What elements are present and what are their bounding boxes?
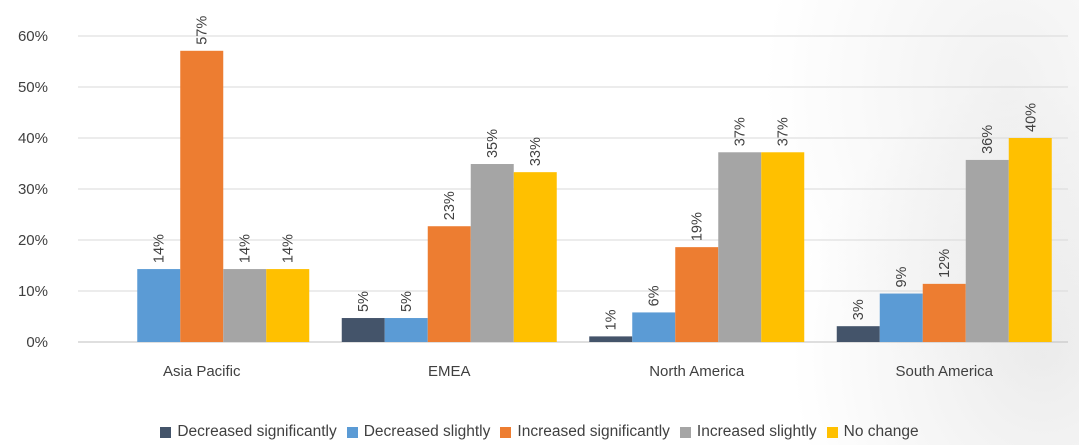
bar-increased-significantly-south-america (922, 283, 966, 342)
legend-item: Decreased slightly (346, 423, 491, 441)
bar-increased-slightly-emea (470, 164, 514, 342)
y-tick-label: 0% (26, 334, 48, 351)
bar-chart: 0% 10% 20% 30% 40% 50% 60% 14% 57% 14% 14% Asia Pac… (18, 16, 1068, 380)
data-label: 5% (399, 291, 415, 312)
bar-decreased-slightly-emea (384, 318, 428, 342)
y-tick-label: 50% (18, 79, 48, 96)
bar-decreased-significantly-emea (341, 318, 385, 342)
data-label: 14% (281, 234, 297, 263)
chart-legend: Decreased significantly Decreased slightl… (0, 420, 1079, 444)
data-label: 35% (485, 129, 501, 158)
legend-item: Decreased significantly (160, 423, 337, 441)
bar-increased-slightly-north-america (718, 152, 762, 342)
legend-swatch (160, 426, 172, 438)
category-label: South America (895, 363, 993, 380)
bar-increased-significantly-emea (427, 226, 471, 342)
category-label: Asia Pacific (163, 363, 241, 380)
bar-no-change-asia-pacific (266, 269, 310, 342)
bar-no-change-north-america (761, 152, 805, 342)
legend-label: Decreased significantly (177, 423, 337, 440)
data-label: 40% (1023, 103, 1039, 132)
y-tick-label: 20% (18, 232, 48, 249)
data-label: 12% (937, 249, 953, 278)
y-tick-label: 30% (18, 181, 48, 198)
y-tick-label: 10% (18, 283, 48, 300)
bar-no-change-south-america (1008, 138, 1052, 342)
legend-label: No change (843, 423, 919, 440)
legend-swatch (500, 426, 512, 438)
legend-label: Increased significantly (517, 423, 670, 440)
legend-item: No change (826, 423, 919, 441)
y-tick-label: 60% (18, 28, 48, 45)
data-label: 14% (238, 234, 254, 263)
data-label: 1% (604, 309, 620, 330)
data-label: 6% (647, 285, 663, 306)
category-label: EMEA (428, 363, 471, 380)
bar-decreased-significantly-south-america (836, 326, 880, 342)
legend-label: Increased slightly (696, 423, 817, 440)
data-label: 5% (356, 291, 372, 312)
legend-label: Decreased slightly (363, 423, 491, 440)
bar-increased-slightly-south-america (965, 159, 1009, 342)
data-label: 19% (690, 212, 706, 241)
data-label: 37% (776, 117, 792, 146)
data-label: 14% (152, 234, 168, 263)
data-label: 37% (733, 117, 749, 146)
bar-increased-significantly-asia-pacific (180, 50, 224, 342)
data-label: 36% (980, 125, 996, 154)
legend-swatch (346, 426, 358, 438)
y-tick-label: 40% (18, 130, 48, 147)
bar-decreased-slightly-north-america (632, 312, 676, 342)
data-label: 23% (442, 191, 458, 220)
bar-increased-slightly-asia-pacific (223, 269, 267, 342)
category-label: North America (649, 363, 745, 380)
data-label: 33% (528, 137, 544, 166)
data-label: 3% (851, 299, 867, 320)
bar-decreased-slightly-south-america (879, 293, 923, 342)
bar-decreased-slightly-asia-pacific (137, 269, 181, 342)
bar-decreased-significantly-north-america (589, 336, 633, 342)
bar-increased-significantly-north-america (675, 247, 719, 342)
legend-swatch (679, 426, 691, 438)
data-label: 9% (894, 266, 910, 287)
bar-no-change-emea (513, 172, 557, 342)
data-label: 57% (195, 16, 211, 45)
legend-item: Increased significantly (500, 423, 670, 441)
legend-swatch (826, 426, 838, 438)
legend-item: Increased slightly (679, 423, 817, 441)
